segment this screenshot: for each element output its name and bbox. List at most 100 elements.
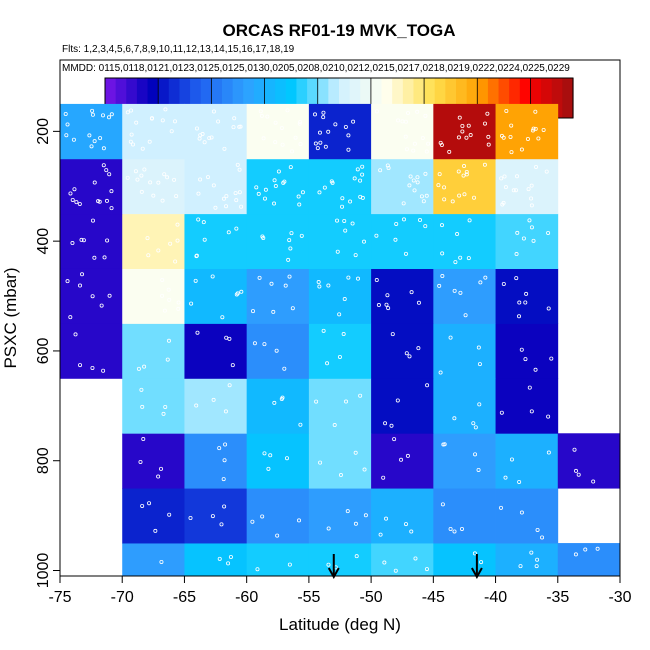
sample-point [356,276,361,281]
sample-point [109,112,114,117]
sample-point [540,535,545,540]
sample-point [416,346,421,351]
sample-point [70,241,75,246]
sample-point [346,275,351,280]
sample-point [65,122,70,127]
sample-point [501,200,506,205]
sample-point [514,252,519,257]
sample-point [198,177,203,182]
sample-point [383,421,388,426]
sample-point [99,303,104,308]
sample-point [226,230,231,235]
sample-point [332,423,337,428]
sample-point [384,516,389,521]
sample-point [450,199,455,204]
colorbar-segment [190,78,202,118]
sample-point [172,177,177,182]
sample-point [261,136,266,141]
sample-point [482,121,487,126]
sample-point [129,108,134,113]
sample-point [513,188,518,193]
heatmap-cell [122,543,185,577]
sample-point [442,197,447,202]
sample-point [521,236,526,241]
heatmap-cell [433,543,496,577]
sample-point [525,136,530,141]
heatmap-cell [433,378,496,434]
sample-point [374,233,379,238]
sample-point [222,504,227,509]
sample-point [287,562,292,567]
sample-point [439,143,444,148]
sample-point [227,336,232,341]
sample-point [519,510,524,515]
sample-point [130,142,135,147]
sample-point [140,503,145,508]
sample-point [317,190,322,195]
colorbar-segment [264,78,276,118]
sample-point [263,187,268,192]
sample-point [298,119,303,124]
sample-point [296,194,301,199]
sample-point [279,125,284,130]
heatmap-cell [557,433,621,489]
sample-point [64,133,69,138]
sample-point [315,146,320,151]
sample-point [523,357,528,362]
sample-point [140,404,145,409]
colorbar-segment [392,78,404,118]
sample-point [452,288,457,293]
heatmap-cell [308,378,372,434]
sample-point [533,126,538,131]
sample-point [290,306,295,311]
sample-point [234,198,239,203]
sample-point [376,303,381,308]
sample-point [337,312,342,317]
sample-point [273,120,278,125]
sample-point [166,287,171,292]
colorbar-segment [158,78,170,118]
colorbar-segment [381,78,393,118]
sample-point [145,236,150,241]
colorbar-segment [105,78,117,118]
sample-point [92,255,97,260]
heatmap-cell [60,213,123,269]
sample-point [202,140,207,145]
heatmap-cell [184,433,248,489]
sample-point [326,562,331,567]
sample-point [531,238,536,243]
colorbar-segment [562,78,574,118]
sample-point [423,113,428,118]
arrow-marker-head [471,567,483,580]
sample-point [424,567,429,572]
heatmap-cell [495,433,559,489]
sample-point [457,193,462,198]
sample-point [509,457,514,462]
sample-point [343,228,348,233]
sample-point [546,306,551,311]
y-tick-label: 800 [35,447,52,474]
sample-point [389,423,394,428]
sample-point [151,193,156,198]
heatmap-cell [122,158,185,215]
sample-point [159,466,164,471]
colorbar-segment [115,78,127,118]
sample-point [262,451,267,456]
sample-point [156,180,161,185]
colorbar-segment [253,78,266,118]
sample-point [280,395,285,400]
sample-point [343,124,348,129]
sample-point [68,191,73,196]
sample-point [317,284,322,289]
sample-point [172,119,177,124]
sample-point [395,398,400,403]
heatmap-cell [308,433,372,489]
sample-point [237,167,242,172]
sample-point [574,468,579,473]
sample-point [140,146,145,151]
sample-point [509,150,514,155]
sample-point [169,129,174,134]
sample-point [517,314,522,319]
sample-point [188,515,193,520]
sample-point [136,366,141,371]
